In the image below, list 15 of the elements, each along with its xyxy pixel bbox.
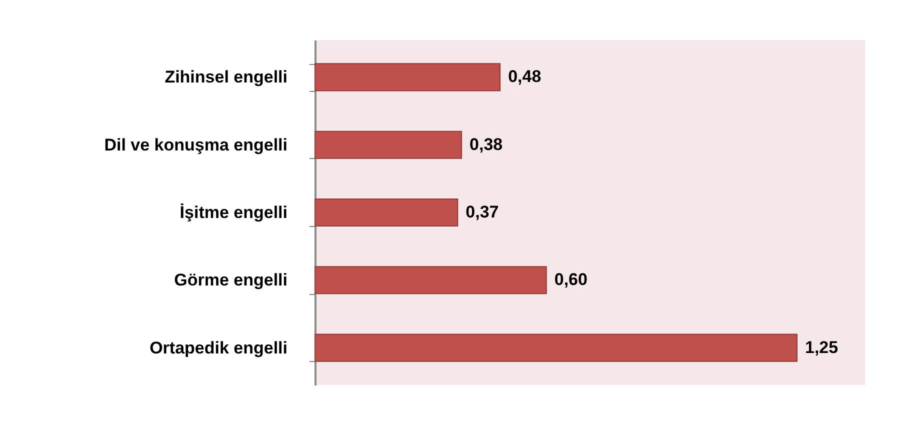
data-label: 0,38 [470, 134, 503, 154]
y-tick-label: Zihinsel engelli [164, 68, 288, 87]
bar [314, 130, 462, 159]
data-label: 0,48 [508, 67, 542, 86]
y-tick-label: Ortapedik engelli [150, 338, 288, 358]
bar [314, 266, 547, 294]
data-label: 0,60 [554, 270, 588, 290]
bar [314, 198, 458, 227]
bar [314, 63, 501, 92]
y-tick-label: Dil ve konuşma engelli [104, 135, 288, 154]
data-label: 1,25 [805, 338, 838, 357]
y-tick-label: Görme engelli [174, 270, 288, 290]
bar [314, 334, 798, 362]
y-tick-label: İşitme engelli [180, 203, 288, 222]
data-label: 0,37 [466, 202, 499, 222]
